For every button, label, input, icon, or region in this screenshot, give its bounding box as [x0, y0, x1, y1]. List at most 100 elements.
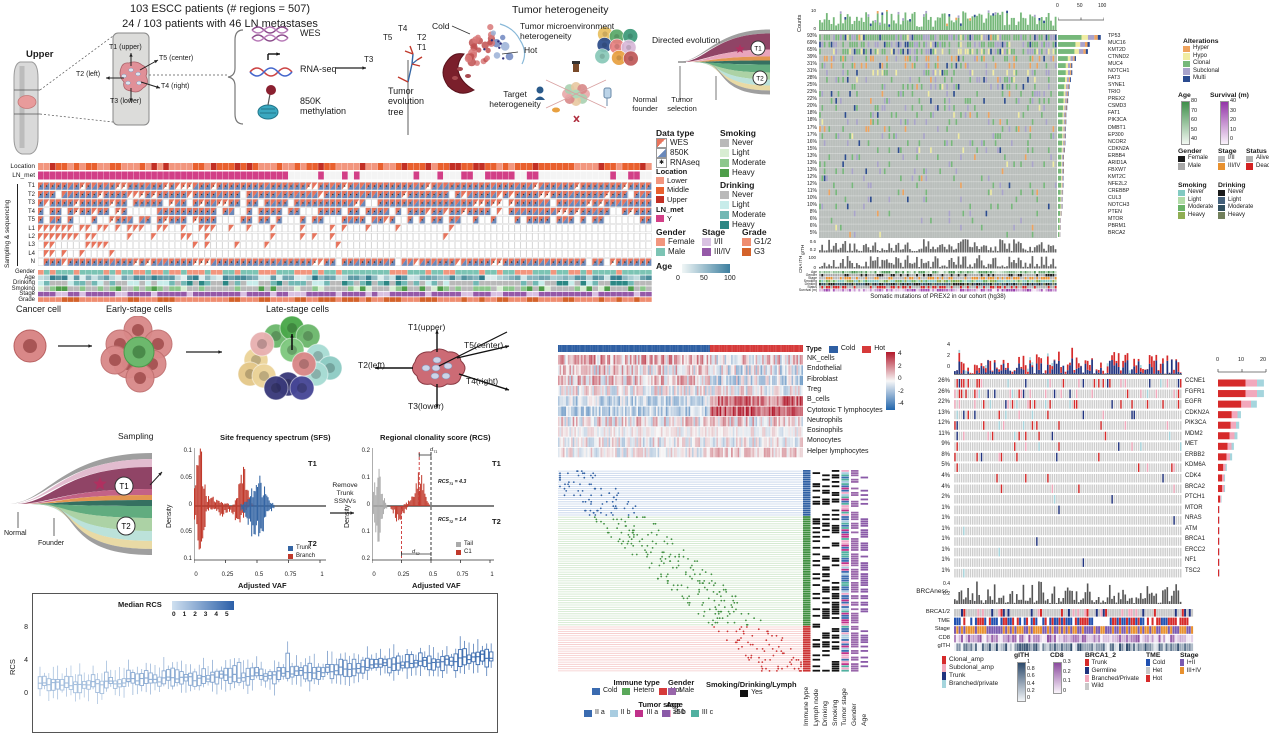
op1-legend-alterations: Alterations Hyper Hypo Clonal Subclonal Mult… [1183, 38, 1220, 82]
axis-label: Endothelial [807, 365, 842, 373]
axis-label: 12% [806, 173, 817, 180]
legend-item: Branch [288, 553, 315, 561]
axis-label: 2% [941, 494, 950, 501]
legend-item: Moderate [1178, 204, 1213, 212]
op1-age-gradient: 80 70 60 50 40 [1181, 98, 1197, 145]
matrix-row-label: T3 [27, 200, 35, 207]
axis-label: BRCA1/2 [925, 609, 950, 615]
axis-label: MDM2 [1185, 430, 1203, 437]
median-tick: 3 [203, 611, 208, 618]
axis-label: KMT2D [1108, 47, 1126, 54]
legend-item: I/II [1218, 155, 1240, 163]
axis-label: PBRM1 [1108, 223, 1126, 230]
legend-item: ≥50 [662, 709, 685, 718]
axis-label: 15% [806, 145, 817, 152]
axis-label: NOTCH3 [1108, 201, 1130, 208]
legend-lnmet: LN_met Y [656, 205, 684, 223]
axis-label: Smoking [803, 279, 817, 283]
op2-gith-gradient: 1 0.8 0.6 0.4 0.2 0 [1017, 659, 1035, 702]
op2-brcaness-label: BRCAness [916, 588, 948, 595]
axis-label: 10% [806, 201, 817, 208]
clonal-side-columns [803, 470, 870, 672]
rcs-value-t2: RCST2 = 1.4 [438, 517, 467, 525]
age-tick-0: 0 [676, 275, 680, 282]
matrix-row-label: Age [24, 274, 35, 281]
immune-type-bar [558, 345, 803, 352]
gradient-tick: 80 [1191, 98, 1198, 104]
legend-d-gender: Gender Male [668, 678, 695, 696]
gradient-tick: 10 [1230, 126, 1237, 133]
legend-item: Hypo [1183, 53, 1219, 61]
legend-item: Never [720, 190, 766, 200]
matrix-row-labels: Location LN_met T1 T2 T3 T4 T5 L1 L2 L3 L4 N Gender A… [0, 163, 36, 303]
op1-counts-tick-top: 10 [810, 8, 816, 13]
axis-label: ATM [1185, 525, 1198, 532]
age-tick-50: 50 [700, 275, 708, 282]
axis-label: PTEN [1108, 209, 1122, 215]
rcs-boxplots [34, 595, 494, 729]
axis-label: NOTCH1 [1108, 68, 1130, 75]
op2-bar-axis-tick: 0 [1216, 357, 1220, 363]
heterogeneity-title: Tumor heterogeneity [512, 4, 609, 16]
legend-drinking: Drinking Never Light Moderate Heavy [720, 180, 766, 229]
clonal-map [558, 470, 803, 672]
rcs-d2-label: dT2 [412, 549, 420, 557]
legend-item: II a [584, 709, 605, 718]
tdiag-t3: T3(lower) [408, 401, 444, 411]
matrix-row-label: L2 [28, 234, 35, 240]
legend-sdl: Smoking/Drinking/Lymph Yes [706, 680, 797, 697]
legend-item: I/II [702, 237, 730, 247]
rcs-ylabel: Density [344, 504, 351, 528]
heterogeneity-schematic: T1 T2 [430, 12, 790, 122]
axis-label: 0 [946, 364, 950, 370]
sfs-xlabel: Adjusted VAF [238, 581, 287, 590]
axis-label: KMT2C [1108, 173, 1126, 180]
matrix-side-bracket [17, 184, 18, 266]
median-tick: 0 [172, 611, 176, 618]
sfs-t1: T1 [308, 459, 317, 468]
gradient-tick: 40 [1230, 98, 1237, 104]
legend-item: Y [656, 214, 684, 223]
sample-t2-label: T2 (left) [76, 71, 101, 78]
tdiag-t4: T4(right) [466, 376, 499, 386]
legend-item: Hyper [1183, 45, 1219, 53]
legend-item: Trunk [1085, 659, 1139, 667]
legend-item: Dead [1246, 163, 1269, 171]
sfs-xtick: 0.5 [254, 572, 264, 578]
clonal-column-label: Age [860, 713, 868, 726]
legend-item: Male [668, 687, 694, 696]
axis-label: 0.1 [183, 556, 192, 562]
axis-label: 5% [809, 230, 817, 237]
gradient-tick: 70 [1191, 107, 1198, 114]
axis-label: 16% [806, 138, 817, 145]
op2-cd8-gradient: 0.3 0.2 0.1 0 [1053, 659, 1071, 694]
op2-legend-brca12: BRCA1_2 Trunk Germline Branched/Private Wil… [1085, 652, 1139, 690]
axis-label: 1% [941, 567, 950, 574]
op2-legend-stage: Stage I+II III+IV [1180, 652, 1202, 675]
tumor-sampling-diagram [355, 312, 520, 430]
axis-label: 4% [941, 472, 950, 479]
cell-evolution-schematic [0, 316, 350, 408]
axis-label: 0.05 [180, 475, 192, 481]
axis-label: 1% [941, 504, 950, 511]
axis-label: 0.1 [361, 529, 370, 535]
op2-heatmap [954, 378, 1182, 578]
immune-colorbar [886, 352, 895, 410]
op1-counts-tick-bottom: 0 [813, 26, 816, 31]
legend-item: ✱ RNAseq [656, 158, 700, 168]
axis-label: CUL3 [1108, 194, 1122, 201]
legend-item: Hetero [622, 687, 654, 696]
axis-label: 10% [806, 194, 817, 201]
rcs-xlabel: Adjusted VAF [412, 581, 461, 590]
rcs-title: Regional clonality score (RCS) [380, 433, 491, 442]
sfs-xtick: 0.75 [284, 572, 297, 578]
op1-anno-rows [819, 271, 1057, 292]
axis-label: NF1 [1185, 557, 1197, 564]
cancer-cell-label: Cancer cell [16, 304, 62, 314]
median-tick: 4 [214, 611, 219, 618]
op1-bar-axis-tick: 0 [1056, 3, 1059, 9]
axis-label: 12% [937, 420, 950, 427]
legend-item: III a [635, 709, 658, 718]
legend-item: 850K [656, 148, 700, 158]
